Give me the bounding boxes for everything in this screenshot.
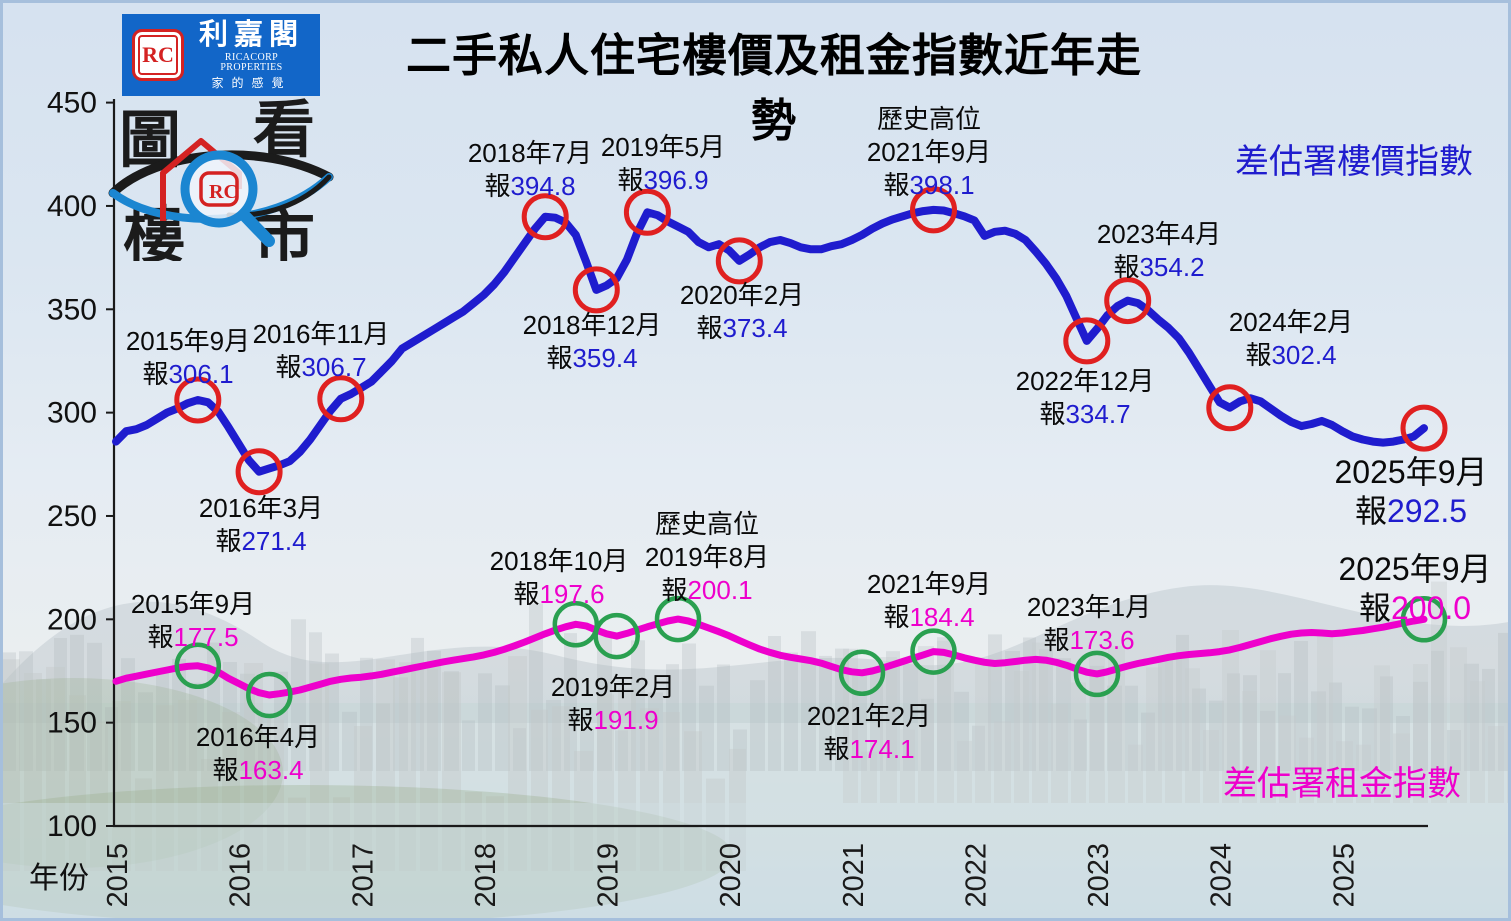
highlight-circle (1206, 384, 1254, 432)
highlight-circle (246, 671, 293, 719)
x-axis-title: 年份 (29, 862, 89, 895)
highlight-circle (174, 642, 222, 690)
x-tick-label: 2019 (593, 843, 625, 908)
highlight-circle (317, 375, 365, 423)
highlight-circle (1400, 596, 1448, 643)
highlight-circle (910, 628, 957, 675)
x-tick-label: 2020 (715, 843, 747, 908)
ricacorp-logo-text: 利嘉閣 RICACORP PROPERTIES 家的感覺 (193, 19, 310, 90)
highlight-circle (715, 237, 763, 285)
foreground-water (3, 803, 1508, 918)
x-tick-label: 2021 (838, 843, 870, 908)
x-tick-label: 2024 (1206, 843, 1238, 908)
tukan-market-eye-logo: 圖 看 樓 市 RC (108, 96, 334, 261)
highlight-circle (174, 376, 222, 424)
rent-index-line (112, 615, 1428, 699)
highlight-circle (1073, 650, 1121, 698)
highlight-circle (910, 186, 957, 234)
x-tick-label: 2016 (225, 843, 257, 908)
highlight-circle (593, 612, 640, 660)
magnifier-icon: RC (180, 150, 275, 247)
skyline-far (3, 603, 1508, 771)
ricacorp-emblem-text: RC (142, 42, 174, 67)
highlight-circle (1104, 277, 1152, 325)
x-tick-label: 2015 (102, 843, 134, 908)
rent-series-label: 差估署租金指數 (1223, 765, 1461, 803)
y-tick-label: 150 (47, 707, 97, 740)
y-tick-label: 250 (47, 500, 97, 533)
x-tick-label: 2022 (960, 843, 992, 908)
y-tick-label: 400 (47, 190, 97, 223)
highlight-circle (1063, 317, 1111, 365)
chart-title: 二手私人住宅樓價及租金指數近年走勢 (405, 30, 1142, 146)
logo-brand-chinese: 利嘉閣 (198, 19, 304, 51)
y-tick-label: 200 (47, 603, 97, 636)
price-index-line (112, 205, 1428, 476)
y-tick-label: 350 (47, 293, 97, 326)
x-tick-label: 2023 (1083, 843, 1115, 908)
highlight-circle (654, 595, 702, 643)
x-tick-label: 2017 (347, 843, 379, 908)
cityscape-background (3, 581, 1508, 918)
logo-slogan: 家的感覺 (211, 76, 292, 90)
y-tick-label: 450 (47, 87, 97, 120)
highlight-circle (838, 649, 886, 697)
skyline-right (843, 581, 1508, 803)
x-tick-label: 2025 (1328, 843, 1360, 908)
highlight-circle (1400, 404, 1448, 452)
x-tick-label: 2018 (470, 843, 502, 908)
highlight-circle (572, 266, 620, 314)
mountain-silhouette (3, 585, 1508, 723)
magnifier-emblem-text: RC (209, 181, 238, 203)
ricacorp-logo: RC 利嘉閣 RICACORP PROPERTIES 家的感覺 (122, 14, 320, 96)
highlight-circle (521, 193, 569, 241)
y-tick-label: 300 (47, 397, 97, 430)
highlight-circle (235, 448, 283, 496)
logo-brand-english: RICACORP PROPERTIES (220, 52, 283, 73)
ricacorp-emblem-icon: RC (132, 29, 184, 81)
price-series-label: 差估署樓價指數 (1235, 143, 1473, 181)
y-tick-label: 100 (47, 810, 97, 843)
harbour-water (3, 703, 1508, 803)
highlight-circle (623, 188, 671, 236)
